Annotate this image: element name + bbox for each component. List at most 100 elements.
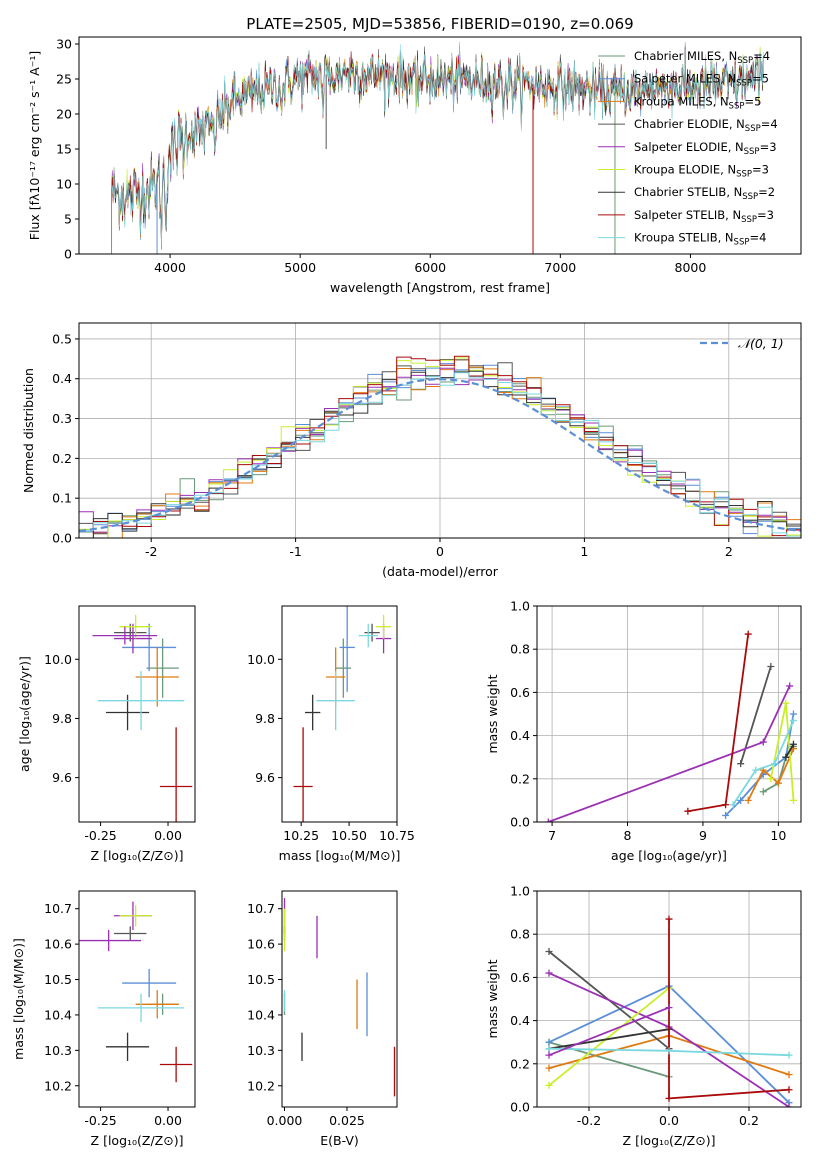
figure-title: PLATE=2505, MJD=53856, FIBERID=0190, z=0… — [246, 15, 633, 33]
mass-weight-line-8 — [668, 919, 790, 1100]
legend-label-4: Chabrier ELODIE, NSSP=4 — [634, 117, 778, 134]
panel-age_vs_Z: -0.25 0.00 9.6 9.8 10.0 Z [log₁₀(Z/Z⊙)] age [l… — [17, 605, 196, 863]
mass-weight-line-5 — [547, 685, 791, 822]
x-tick-label: -0.2 — [577, 1113, 601, 1128]
x-tick-label: 0.000 — [267, 1113, 303, 1128]
normal-curve — [79, 378, 801, 533]
x-tick-label: 0.00 — [154, 828, 182, 843]
y-tick-label: 0.8 — [510, 927, 530, 942]
spectrum-line-9 — [111, 41, 764, 251]
mass-weight-marker — [771, 760, 779, 768]
y-tick-label: 15 — [56, 142, 72, 157]
mass-weight-marker — [785, 1086, 793, 1094]
plot-area — [79, 355, 801, 538]
mass-weight-marker — [785, 1051, 793, 1059]
y-axis-label: Normed distribution — [21, 368, 36, 493]
x-tick-label: 0.0 — [659, 1113, 679, 1128]
y-tick-label: 10.7 — [247, 901, 275, 916]
mass-weight-marker — [665, 1004, 673, 1012]
y-tick-label: 30 — [56, 37, 72, 52]
y-axis-label: mass weight — [485, 959, 500, 1038]
x-tick-label: 10.25 — [283, 828, 319, 843]
histogram-step-9 — [79, 372, 801, 538]
panel-spectrum: 4000 5000 6000 7000 8000 0 5 10 15 20 25 30 waveleng… — [27, 36, 802, 295]
y-tick-label: 10.6 — [44, 937, 72, 952]
mass-weight-marker — [759, 738, 767, 746]
plot-area — [544, 630, 797, 822]
y-tick-label: 5 — [64, 212, 72, 227]
axes-frame — [78, 890, 196, 1108]
spectrum-legend: Chabrier MILES, NSSP=4 Salpeter MILES, NS… — [598, 49, 778, 248]
plot-area — [92, 614, 193, 822]
y-tick-label: 20 — [56, 107, 72, 122]
mass-weight-line-6 — [548, 987, 670, 1087]
x-tick-label: 1 — [580, 544, 588, 559]
x-tick-label: 0 — [436, 544, 444, 559]
legend-label-9: Kroupa STELIB, NSSP=4 — [634, 231, 766, 248]
y-tick-label: 9.6 — [52, 770, 72, 785]
mass-weight-marker — [767, 775, 775, 783]
y-tick-label: 0.4 — [52, 371, 72, 386]
y-tick-label: 9.8 — [255, 711, 275, 726]
mass-weight-line-7 — [785, 743, 795, 758]
x-tick-label: -2 — [145, 544, 157, 559]
y-tick-label: 0.5 — [52, 331, 72, 346]
mass-weight-marker — [545, 947, 553, 955]
x-tick-label: 4000 — [154, 260, 186, 275]
x-tick-label: 0.2 — [739, 1113, 759, 1128]
y-tick-label: 1.0 — [510, 884, 530, 899]
x-tick-label: 0.025 — [329, 1113, 365, 1128]
mass-weight-marker — [737, 796, 745, 804]
y-tick-label: 10.4 — [247, 1007, 275, 1022]
mass-weight-line-9 — [732, 720, 795, 806]
y-tick-label: 0.4 — [510, 728, 530, 743]
y-tick-label: 0.4 — [510, 1013, 530, 1028]
panel-mass_vs_Z: -0.25 0.00 10.2 10.3 10.4 10.5 10.6 10.7 Z [log₁… — [11, 890, 196, 1148]
mass-weight-marker — [782, 753, 790, 761]
x-tick-label: 7000 — [544, 260, 576, 275]
x-tick-label: 10.50 — [331, 828, 367, 843]
mass-weight-marker — [544, 818, 552, 822]
legend-label-5: Salpeter ELODIE, NSSP=3 — [634, 140, 777, 157]
panel-residual_hist: -2 -1 0 1 2 0.0 0.1 0.2 0.3 0.4 0.5 (data-model)/er… — [21, 322, 802, 579]
y-tick-label: 10.2 — [247, 1078, 275, 1093]
mass-weight-marker — [729, 801, 737, 809]
y-tick-label: 10.0 — [44, 652, 72, 667]
x-tick-label: -0.25 — [84, 828, 116, 843]
plot-area — [79, 901, 193, 1083]
mass-weight-marker — [744, 796, 752, 804]
x-tick-label: 7 — [548, 828, 556, 843]
y-tick-label: 0.0 — [52, 531, 72, 546]
plot-area — [283, 898, 396, 1097]
mass-weight-marker — [545, 1051, 553, 1059]
x-tick-label: 2 — [725, 544, 733, 559]
x-axis-label: Z [log₁₀(Z/Z⊙)] — [623, 1133, 716, 1148]
mass-weight-marker — [722, 801, 730, 809]
mass-weight-line-7 — [548, 1028, 670, 1050]
mass-weight-line-4 — [739, 666, 772, 764]
mass-weight-marker — [744, 630, 752, 638]
x-axis-label: E(B-V) — [320, 1133, 359, 1148]
y-tick-label: 10.3 — [247, 1043, 275, 1058]
y-tick-label: 0 — [64, 247, 72, 262]
mass-weight-line-8 — [687, 633, 750, 813]
mass-weight-marker — [545, 1038, 553, 1046]
panel-age_vs_mass: 10.25 10.50 10.75 9.6 9.8 10.0 mass [log₁₀(M/M… — [247, 605, 415, 863]
plot-area — [545, 915, 793, 1107]
y-tick-label: 0.8 — [510, 642, 530, 657]
mass-weight-marker — [545, 1081, 553, 1089]
y-tick-label: 10 — [56, 177, 72, 192]
y-tick-label: 25 — [56, 72, 72, 87]
x-tick-label: 0.00 — [154, 1113, 182, 1128]
y-tick-label: 0.2 — [510, 1056, 530, 1071]
mass-weight-marker — [789, 740, 797, 748]
mass-weight-marker — [782, 699, 790, 707]
y-tick-label: 9.8 — [52, 711, 72, 726]
panel-mass_vs_EBV: 0.000 0.025 10.2 10.3 10.4 10.5 10.6 10.7 E(B-V) — [247, 890, 398, 1148]
x-tick-label: -1 — [289, 544, 301, 559]
panel-massweight_vs_Z: -0.2 0.0 0.2 0.0 0.2 0.4 0.6 0.8 1.0 Z [log₁₀(Z/Z… — [485, 884, 802, 1148]
legend-label-7: Chabrier STELIB, NSSP=2 — [634, 185, 775, 202]
panel-massweight_vs_age: 7 8 9 10 0.0 0.2 0.4 0.6 0.8 1.0 age [log₁₀(age/yr… — [485, 599, 802, 863]
mass-weight-marker — [545, 1064, 553, 1072]
y-tick-label: 0.0 — [510, 1100, 530, 1115]
